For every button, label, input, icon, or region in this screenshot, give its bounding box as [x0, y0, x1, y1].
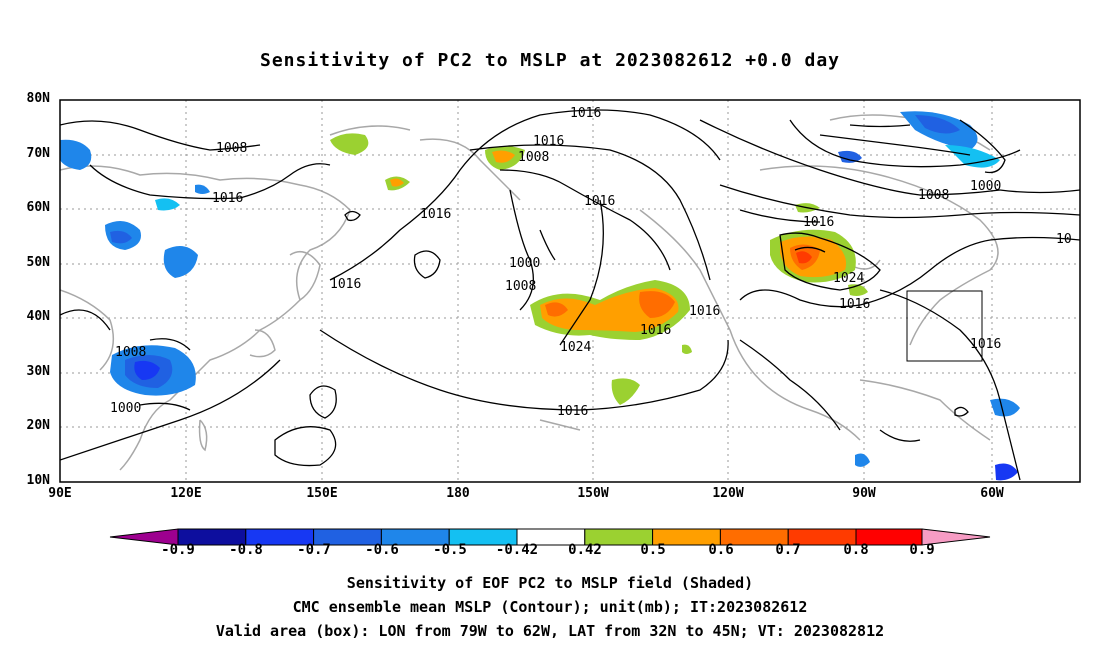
contour-label: 1008	[216, 141, 247, 156]
plot-frame	[59, 99, 1081, 483]
plot-title: Sensitivity of PC2 to MSLP at 2023082612…	[259, 50, 840, 71]
lon-label: 90E	[48, 486, 72, 501]
lon-label: 150E	[306, 486, 338, 501]
colorbar-label: 0.42	[568, 542, 602, 558]
sensitivity-shading	[60, 111, 1020, 481]
lon-label: 90W	[852, 486, 876, 501]
lat-label: 60N	[26, 200, 50, 215]
contour-label: 1000	[509, 256, 540, 271]
contour-label: 1024	[560, 340, 591, 355]
caption-contour: CMC ensemble mean MSLP (Contour); unit(m…	[292, 598, 808, 616]
contour-label: 1008	[518, 150, 549, 165]
caption-valid-area: Valid area (box): LON from 79W to 62W, L…	[215, 622, 885, 640]
contour-label: 1016	[533, 134, 564, 149]
contour-label: 1016	[570, 106, 601, 121]
contour-label-layer: 1016 1008 1016 1008 1016 1016 1016 1000 …	[110, 106, 1072, 419]
lon-label: 60W	[980, 486, 1004, 501]
lat-label: 50N	[26, 255, 50, 270]
contour-label: 1016	[420, 207, 451, 222]
contour-label: 1016	[970, 337, 1001, 352]
contour-label: 1016	[557, 404, 588, 419]
contour-label: 1000	[970, 179, 1001, 194]
colorbar-label: 0.9	[909, 542, 935, 558]
colorbar-label: -0.7	[297, 542, 331, 558]
contour-label: 1016	[330, 277, 361, 292]
valid-area-box	[906, 290, 983, 362]
colorbar-label: -0.42	[495, 542, 539, 558]
lat-label: 80N	[26, 91, 50, 106]
caption-shaded: Sensitivity of EOF PC2 to MSLP field (Sh…	[346, 574, 754, 592]
contour-label: 10	[1056, 232, 1072, 247]
contour-label: 1008	[115, 345, 146, 360]
lon-label: 180	[446, 486, 470, 501]
lon-label: 120E	[170, 486, 202, 501]
lat-label: 70N	[26, 146, 50, 161]
contour-label: 1016	[689, 304, 720, 319]
lat-label: 20N	[26, 418, 50, 433]
contour-label: 1016	[584, 194, 615, 209]
lat-label: 30N	[26, 364, 50, 379]
contour-label: 1016	[839, 297, 870, 312]
contour-label: 1016	[640, 323, 671, 338]
colorbar-label: 0.8	[843, 542, 869, 558]
colorbar-max-triangle	[921, 528, 991, 546]
colorbar-label: -0.9	[161, 542, 195, 558]
colorbar-label: 0.7	[775, 542, 801, 558]
contour-label: 1016	[212, 191, 243, 206]
lon-label: 120W	[712, 486, 744, 501]
colorbar-label: -0.8	[229, 542, 263, 558]
lat-label: 10N	[26, 473, 50, 488]
contour-label: 1000	[110, 401, 141, 416]
colorbar-label: 0.5	[640, 542, 666, 558]
contour-label: 1016	[803, 215, 834, 230]
mslp-contours	[60, 109, 1080, 481]
contour-label: 1008	[918, 188, 949, 203]
colorbar-label: -0.6	[365, 542, 399, 558]
lon-label: 150W	[577, 486, 609, 501]
colorbar	[109, 528, 991, 546]
contour-label: 1008	[505, 279, 536, 294]
colorbar-label: -0.5	[433, 542, 467, 558]
contour-label: 1024	[833, 271, 864, 286]
colorbar-label: 0.6	[708, 542, 734, 558]
lat-label: 40N	[26, 309, 50, 324]
